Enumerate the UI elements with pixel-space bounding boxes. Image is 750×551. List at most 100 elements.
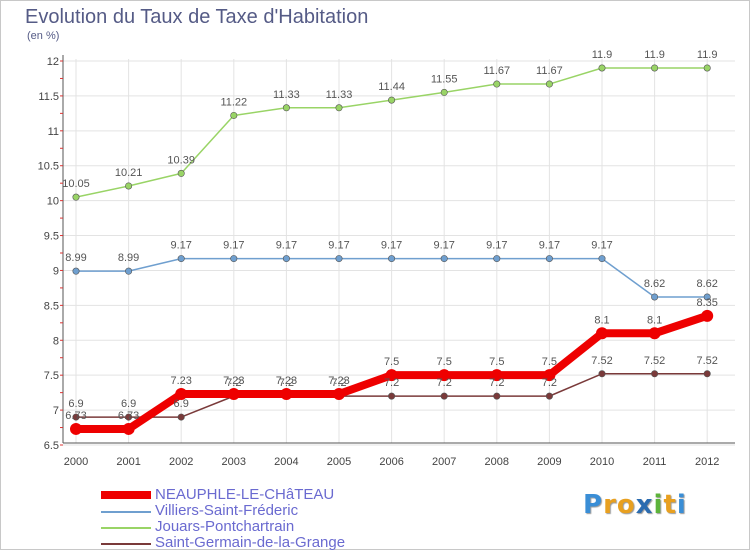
x-tick-label: 2009 [537, 456, 561, 468]
y-tick-label: 9.5 [44, 231, 59, 243]
x-tick-label: 2004 [274, 456, 298, 468]
x-tick-label: 2000 [64, 456, 88, 468]
data-labels: 10.05 10.21 10.39 11.22 11.33 11.33 11.44 11.55… [62, 49, 718, 422]
data-point [125, 413, 133, 421]
data-point [493, 80, 501, 88]
data-label: 9.17 [223, 240, 244, 252]
data-point [545, 80, 553, 88]
x-tick-label: 2001 [116, 456, 140, 468]
x-tick-label: 2003 [222, 456, 246, 468]
data-point [72, 267, 80, 275]
data-point [651, 370, 659, 378]
data-label: 7.2 [279, 377, 294, 389]
data-label: 6.73 [65, 410, 86, 422]
data-label: 11.33 [273, 89, 300, 101]
data-label: 7.52 [696, 355, 717, 367]
axes: 6.5 7 7.5 8 8.5 9 9.5 10 10.5 11 11.5 12 2000 2001 200… [38, 55, 735, 468]
y-tick-label: 11.5 [38, 91, 59, 103]
brand-logo-letter: r [603, 490, 617, 520]
data-point [493, 392, 501, 400]
x-tick-label: 2010 [590, 456, 614, 468]
data-label: 7.2 [384, 377, 399, 389]
data-label: 7.5 [384, 356, 399, 368]
data-point [72, 413, 80, 421]
data-point [490, 369, 503, 382]
data-label: 8.62 [644, 278, 665, 290]
data-point [438, 369, 451, 382]
data-point [177, 255, 185, 263]
data-label: 8.99 [118, 252, 139, 264]
x-tick-label: 2006 [379, 456, 403, 468]
data-point [545, 255, 553, 263]
data-point [388, 255, 396, 263]
y-tick-label: 7.5 [44, 370, 59, 382]
data-point [598, 255, 606, 263]
data-label: 7.5 [489, 356, 504, 368]
legend-swatch [101, 511, 151, 513]
y-tick-label: 8 [53, 335, 59, 347]
legend-label: NEAUPHLE-LE-CHâTEAU [155, 486, 335, 503]
legend-swatch [101, 491, 151, 499]
data-point [493, 255, 501, 263]
x-tick-label: 2005 [327, 456, 351, 468]
data-point [385, 369, 398, 382]
data-label: 7.23 [276, 375, 297, 387]
x-tick-label: 2011 [643, 456, 667, 468]
x-tick-label: 2012 [695, 456, 719, 468]
y-tick-label: 10 [47, 196, 59, 208]
data-point [703, 370, 711, 378]
data-point [598, 370, 606, 378]
data-point [227, 388, 240, 401]
data-label: 6.9 [68, 398, 83, 410]
data-point [122, 422, 135, 435]
data-label: 8.1 [647, 314, 662, 326]
data-point [651, 293, 659, 301]
data-label: 10.05 [62, 178, 90, 190]
data-label: 6.9 [174, 398, 189, 410]
y-tick-label: 10.5 [38, 161, 59, 173]
data-point [72, 193, 80, 201]
data-label: 8.99 [65, 252, 86, 264]
x-tick-label: 2007 [432, 456, 456, 468]
data-point [703, 293, 711, 301]
y-tick-label: 7 [53, 405, 59, 417]
data-point [280, 388, 293, 401]
data-point [598, 64, 606, 72]
x-tick-label: 2002 [169, 456, 193, 468]
brand-logo-letter: o [616, 490, 636, 520]
y-tick-label: 11 [48, 126, 59, 138]
data-label: 7.23 [170, 375, 191, 387]
data-label: 7.23 [223, 375, 244, 387]
brand-logo-letter: t [663, 490, 677, 520]
data-point [230, 111, 238, 119]
data-label: 7.52 [644, 355, 665, 367]
data-point [335, 255, 343, 263]
data-point [335, 104, 343, 112]
data-label: 7.23 [328, 375, 349, 387]
data-label: 11.67 [536, 65, 563, 77]
data-label: 6.9 [121, 398, 136, 410]
brand-logo-letter: i [676, 490, 687, 520]
data-label: 11.9 [644, 49, 665, 61]
y-tick-label: 9 [53, 265, 59, 277]
data-point [388, 392, 396, 400]
data-label: 11.9 [697, 49, 718, 61]
brand-logo: Proxiti [583, 490, 687, 520]
data-label: 8.35 [696, 297, 717, 309]
data-label: 9.17 [591, 240, 612, 252]
y-tick-label: 12 [47, 56, 59, 68]
legend-label: Villiers-Saint-Fréderic [155, 502, 299, 519]
data-point [388, 96, 396, 104]
data-label: 6.73 [118, 410, 139, 422]
data-label: 10.21 [115, 167, 143, 179]
data-label: 11.55 [431, 73, 458, 85]
brand-logo-letter: i [653, 490, 664, 520]
data-label: 7.2 [226, 377, 241, 389]
data-point [440, 88, 448, 96]
data-point [440, 255, 448, 263]
brand-logo-letter: x [635, 490, 654, 520]
data-point [175, 388, 188, 401]
data-point [125, 267, 133, 275]
